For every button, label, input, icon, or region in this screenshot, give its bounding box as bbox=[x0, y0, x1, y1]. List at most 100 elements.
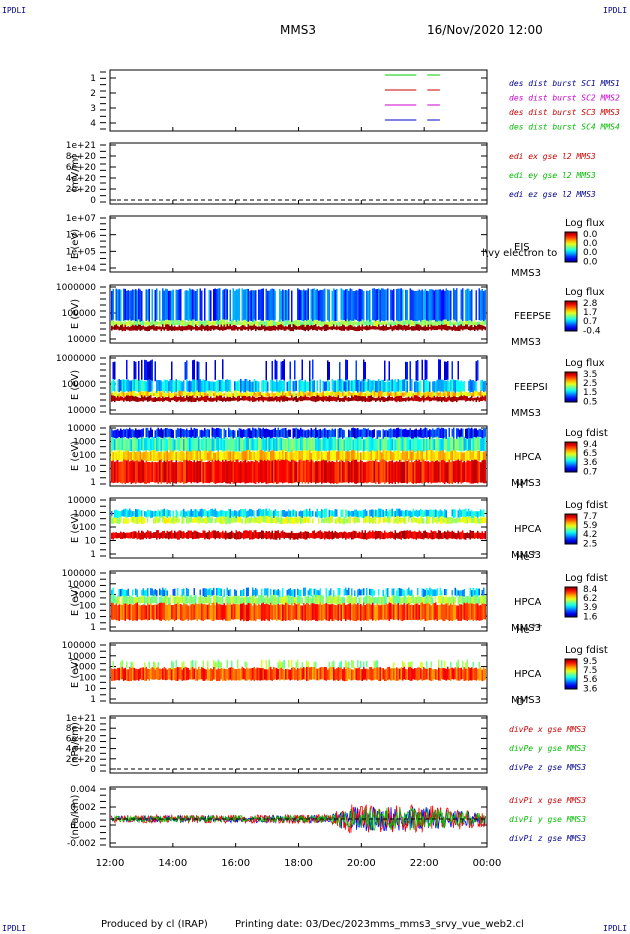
heatmap-cell bbox=[169, 320, 171, 326]
heatmap-cell bbox=[459, 396, 461, 401]
heatmap-cell bbox=[214, 438, 216, 451]
heatmap-cell bbox=[334, 436, 336, 451]
heatmap-cell bbox=[339, 321, 341, 327]
heatmap-cell bbox=[423, 395, 425, 403]
heatmap-cell bbox=[291, 290, 293, 322]
heatmap-cell bbox=[424, 427, 426, 438]
heatmap-cell bbox=[337, 428, 339, 439]
heatmap-cell bbox=[360, 589, 362, 596]
heatmap-cell bbox=[153, 667, 155, 680]
heatmap-cell bbox=[327, 603, 329, 621]
heatmap-cell bbox=[388, 326, 390, 330]
panel-3-colorbar bbox=[564, 300, 578, 332]
heatmap-cell bbox=[201, 508, 203, 518]
heatmap-cell bbox=[237, 392, 239, 396]
heatmap-cell bbox=[397, 392, 399, 398]
heatmap-cell bbox=[229, 531, 231, 540]
heatmap-cell bbox=[241, 508, 243, 517]
heatmap-cell bbox=[408, 667, 410, 680]
heatmap-cell bbox=[417, 532, 419, 539]
heatmap-cell bbox=[342, 518, 344, 525]
panel-5-species: H bbox=[516, 480, 524, 491]
heatmap-cell bbox=[238, 595, 240, 604]
heatmap-cell bbox=[285, 396, 287, 402]
heatmap-cell bbox=[460, 667, 462, 680]
heatmap-cell bbox=[370, 319, 372, 325]
heatmap-cell bbox=[174, 320, 176, 326]
heatmap-cell bbox=[145, 589, 147, 597]
heatmap-cell bbox=[159, 437, 161, 451]
heatmap-cell bbox=[330, 604, 332, 620]
heatmap-cell bbox=[445, 361, 447, 381]
heatmap-cell bbox=[465, 662, 467, 669]
heatmap-cell bbox=[394, 668, 396, 681]
heatmap-cell bbox=[294, 396, 296, 401]
heatmap-cell bbox=[112, 517, 114, 524]
heatmap-cell bbox=[457, 605, 459, 621]
heatmap-cell bbox=[195, 462, 197, 483]
heatmap-cell bbox=[288, 509, 290, 517]
heatmap-cell bbox=[454, 290, 456, 321]
heatmap-cell bbox=[144, 662, 146, 668]
heatmap-cell bbox=[334, 509, 336, 517]
heatmap-cell bbox=[163, 290, 165, 322]
heatmap-cell bbox=[148, 379, 150, 393]
heatmap-cell bbox=[454, 604, 456, 620]
heatmap-cell bbox=[139, 515, 141, 523]
heatmap-cell bbox=[282, 325, 284, 330]
heatmap-cell bbox=[171, 290, 173, 322]
heatmap-cell bbox=[214, 667, 216, 680]
heatmap-cell bbox=[397, 321, 399, 326]
heatmap-cell bbox=[249, 603, 251, 621]
heatmap-cell bbox=[370, 430, 372, 439]
heatmap-cell bbox=[415, 668, 417, 681]
heatmap-cell bbox=[376, 667, 378, 680]
heatmap-cell bbox=[432, 325, 434, 330]
heatmap-cell bbox=[292, 381, 294, 392]
heatmap-cell bbox=[298, 516, 300, 523]
heatmap-cell bbox=[363, 320, 365, 326]
heatmap-cell bbox=[400, 288, 402, 321]
heatmap-cell bbox=[147, 452, 149, 462]
heatmap-cell bbox=[447, 437, 449, 452]
heatmap-cell bbox=[252, 392, 254, 398]
heatmap-cell bbox=[469, 325, 471, 331]
heatmap-cell bbox=[111, 589, 113, 596]
heatmap-cell bbox=[148, 596, 150, 604]
heatmap-cell bbox=[306, 603, 308, 620]
heatmap-cell bbox=[223, 589, 225, 597]
heatmap-cell bbox=[400, 510, 402, 517]
heatmap-cell bbox=[349, 392, 351, 396]
heatmap-cell bbox=[436, 396, 438, 402]
heatmap-cell bbox=[343, 325, 345, 331]
heatmap-cell bbox=[226, 324, 228, 330]
heatmap-cell bbox=[298, 589, 300, 597]
heatmap-cell bbox=[366, 588, 368, 597]
heatmap-cell bbox=[399, 390, 401, 397]
heatmap-cell bbox=[145, 450, 147, 461]
heatmap-cell bbox=[213, 509, 215, 517]
heatmap-cell bbox=[129, 508, 131, 517]
heatmap-cell bbox=[480, 438, 482, 452]
heatmap-cell bbox=[297, 450, 299, 461]
heatmap-cell bbox=[360, 289, 362, 322]
heatmap-cell bbox=[154, 510, 156, 517]
heatmap-cell bbox=[429, 326, 431, 330]
heatmap-cell bbox=[237, 451, 239, 460]
heatmap-cell bbox=[180, 391, 182, 397]
heatmap-cell bbox=[391, 392, 393, 397]
heatmap-cell bbox=[384, 289, 386, 322]
heatmap-cell bbox=[424, 397, 426, 401]
heatmap-cell bbox=[207, 517, 209, 524]
heatmap-cell bbox=[198, 392, 200, 397]
heatmap-cell bbox=[319, 595, 321, 605]
heatmap-cell bbox=[429, 450, 431, 461]
heatmap-cell bbox=[228, 439, 230, 451]
heatmap-cell bbox=[345, 289, 347, 322]
heatmap-cell bbox=[169, 603, 171, 621]
heatmap-cell bbox=[112, 532, 114, 540]
heatmap-cell bbox=[201, 380, 203, 393]
heatmap-cell bbox=[459, 320, 461, 327]
heatmap-cell bbox=[456, 451, 458, 461]
heatmap-cell bbox=[450, 290, 452, 321]
